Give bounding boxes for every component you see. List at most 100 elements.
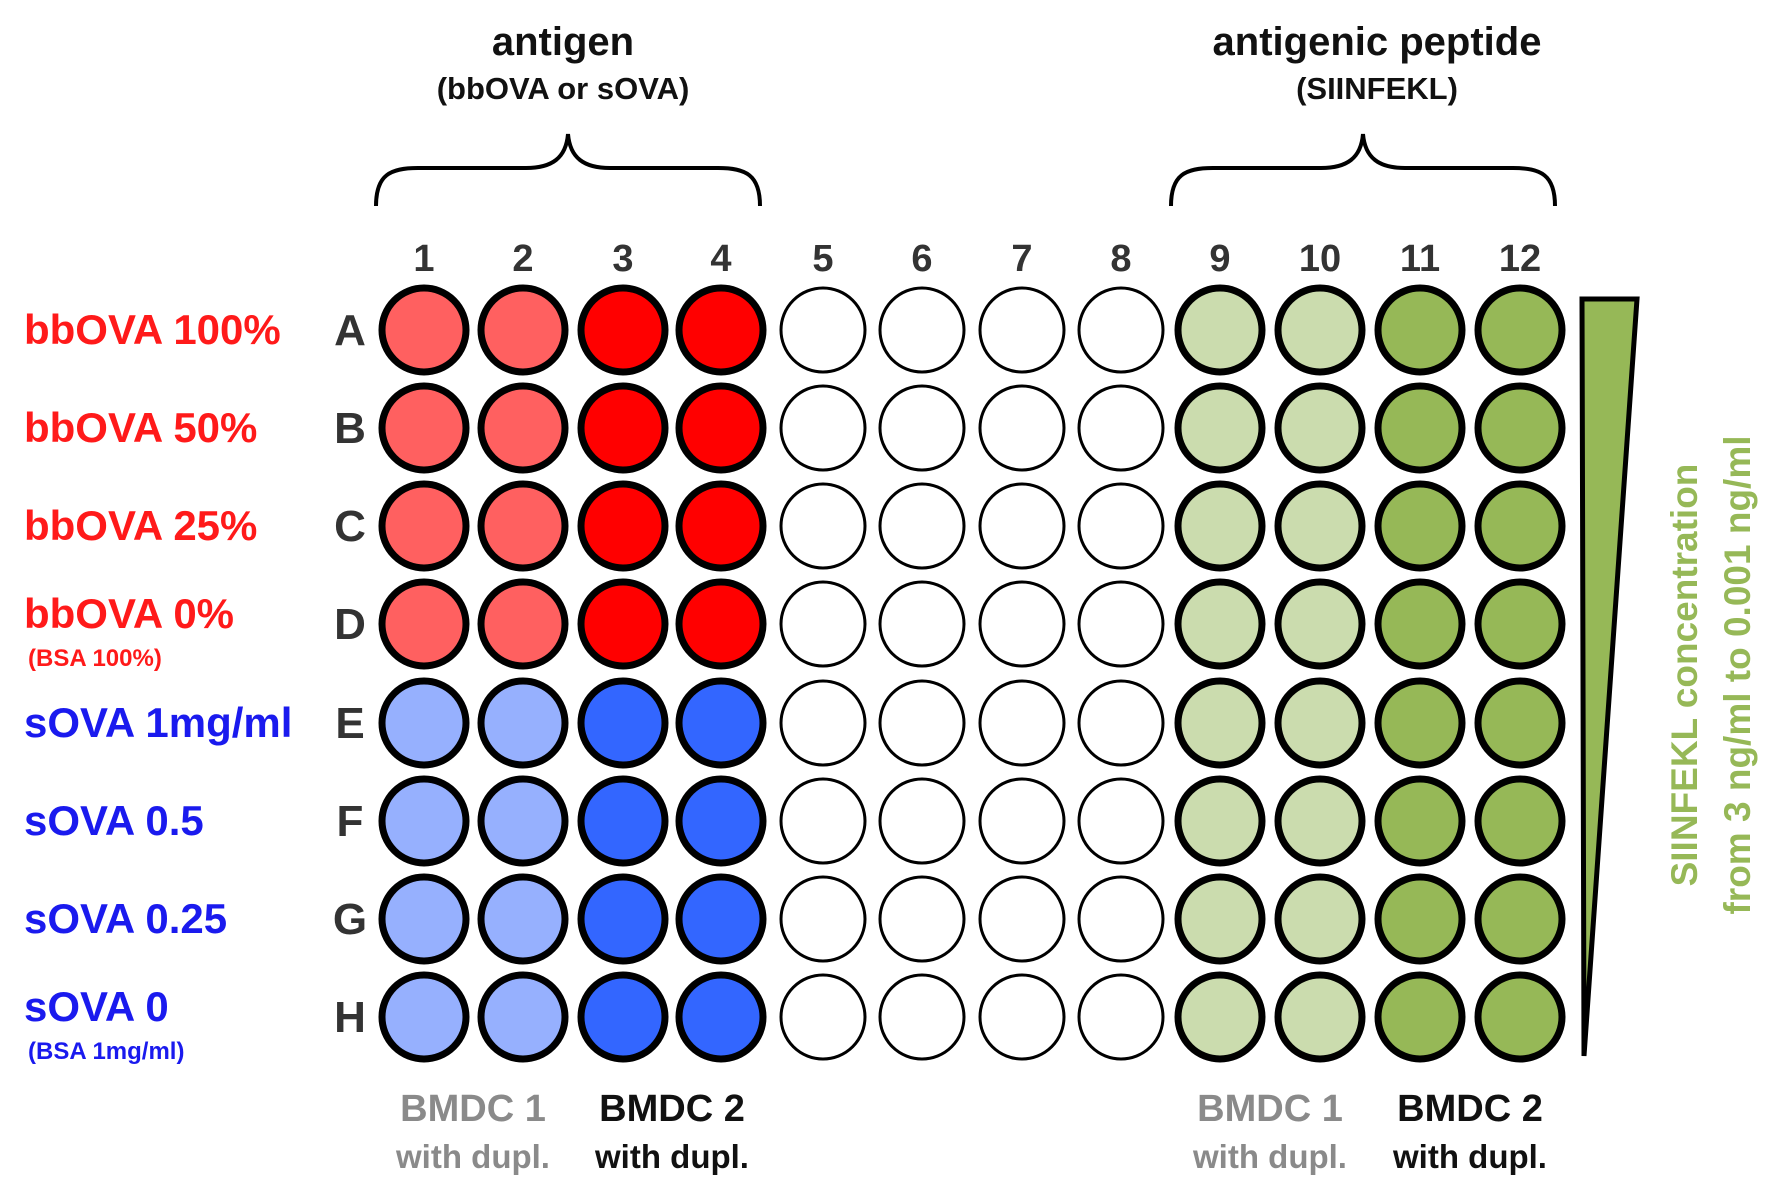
well-D9 xyxy=(1174,578,1266,670)
well-H10 xyxy=(1274,971,1366,1063)
well-A1 xyxy=(378,284,470,376)
well-F11 xyxy=(1374,775,1466,867)
well-G4 xyxy=(675,873,767,965)
column-header-3: 3 xyxy=(612,238,633,280)
well-E11 xyxy=(1374,677,1466,769)
well-E10 xyxy=(1274,677,1366,769)
well-D3 xyxy=(577,578,669,670)
well-B3 xyxy=(577,382,669,474)
well-G9 xyxy=(1174,873,1266,965)
column-header-7: 7 xyxy=(1011,238,1032,280)
peptide-title: antigenic peptide xyxy=(1213,20,1542,64)
antigen-subtitle: (bbOVA or sOVA) xyxy=(437,71,690,106)
row-label-C: bbOVA 25% xyxy=(24,502,257,549)
well-A8 xyxy=(1077,286,1165,374)
column-header-6: 6 xyxy=(911,238,932,280)
row-letter-H: H xyxy=(334,993,366,1042)
well-B10 xyxy=(1274,382,1366,474)
column-header-5: 5 xyxy=(812,238,833,280)
column-header-11: 11 xyxy=(1400,238,1440,280)
well-E2 xyxy=(477,677,569,769)
well-B8 xyxy=(1077,384,1165,472)
antigen-brace xyxy=(374,133,762,207)
well-G10 xyxy=(1274,873,1366,965)
well-A5 xyxy=(779,286,867,374)
antigen-title: antigen xyxy=(492,20,634,64)
well-E6 xyxy=(878,679,966,767)
well-A10 xyxy=(1274,284,1366,376)
bottom-label-3-line2: with dupl. xyxy=(1192,1138,1347,1175)
well-F4 xyxy=(675,775,767,867)
row-sublabel-D: (BSA 100%) xyxy=(28,645,162,672)
well-E5 xyxy=(779,679,867,767)
well-G5 xyxy=(779,875,867,963)
well-B2 xyxy=(477,382,569,474)
well-H4 xyxy=(675,971,767,1063)
well-H12 xyxy=(1474,971,1566,1063)
well-D6 xyxy=(878,580,966,668)
well-E3 xyxy=(577,677,669,769)
bottom-labels: BMDC 1 with dupl. BMDC 2 with dupl. BMDC 1 wi… xyxy=(395,1088,1547,1175)
well-F7 xyxy=(978,777,1066,865)
well-C9 xyxy=(1174,480,1266,572)
well-E8 xyxy=(1077,679,1165,767)
well-D10 xyxy=(1274,578,1366,670)
well-F12 xyxy=(1474,775,1566,867)
well-B6 xyxy=(878,384,966,472)
row-label-D: bbOVA 0% xyxy=(24,590,234,637)
well-A7 xyxy=(978,286,1066,374)
well-B4 xyxy=(675,382,767,474)
row-letter-D: D xyxy=(334,600,366,649)
well-F6 xyxy=(878,777,966,865)
column-header-2: 2 xyxy=(512,238,533,280)
row-letter-B: B xyxy=(334,404,366,453)
peptide-subtitle: (SIINFEKL) xyxy=(1296,71,1458,106)
well-H3 xyxy=(577,971,669,1063)
well-C5 xyxy=(779,482,867,570)
well-A11 xyxy=(1374,284,1466,376)
concentration-wedge xyxy=(1579,296,1640,1057)
well-B5 xyxy=(779,384,867,472)
well-A6 xyxy=(878,286,966,374)
row-letter-E: E xyxy=(335,699,364,748)
well-H11 xyxy=(1374,971,1466,1063)
well-E12 xyxy=(1474,677,1566,769)
bottom-label-2-line1: BMDC 2 xyxy=(599,1088,745,1130)
well-G6 xyxy=(878,875,966,963)
row-letter-G: G xyxy=(333,895,367,944)
well-F10 xyxy=(1274,775,1366,867)
row-label-G: sOVA 0.25 xyxy=(24,895,227,942)
well-C7 xyxy=(978,482,1066,570)
well-C3 xyxy=(577,480,669,572)
well-G7 xyxy=(978,875,1066,963)
well-E1 xyxy=(378,677,470,769)
well-H9 xyxy=(1174,971,1266,1063)
well-H5 xyxy=(779,973,867,1061)
well-G3 xyxy=(577,873,669,965)
well-G12 xyxy=(1474,873,1566,965)
well-C6 xyxy=(878,482,966,570)
row-label-E: sOVA 1mg/ml xyxy=(24,699,292,746)
bottom-label-1-line2: with dupl. xyxy=(395,1138,550,1175)
column-headers: 1 2 3 4 5 6 7 8 9 10 11 12 xyxy=(413,238,1541,280)
well-C10 xyxy=(1274,480,1366,572)
row-sublabel-H: (BSA 1mg/ml) xyxy=(28,1038,184,1065)
well-D8 xyxy=(1077,580,1165,668)
well-H6 xyxy=(878,973,966,1061)
row-label-B: bbOVA 50% xyxy=(24,404,257,451)
well-D5 xyxy=(779,580,867,668)
well-G11 xyxy=(1374,873,1466,965)
well-H8 xyxy=(1077,973,1165,1061)
well-D12 xyxy=(1474,578,1566,670)
wells-grid xyxy=(378,284,1566,1063)
well-B11 xyxy=(1374,382,1466,474)
well-D2 xyxy=(477,578,569,670)
column-header-9: 9 xyxy=(1209,238,1230,280)
well-A9 xyxy=(1174,284,1266,376)
well-E4 xyxy=(675,677,767,769)
well-C11 xyxy=(1374,480,1466,572)
bottom-label-2-line2: with dupl. xyxy=(594,1138,749,1175)
